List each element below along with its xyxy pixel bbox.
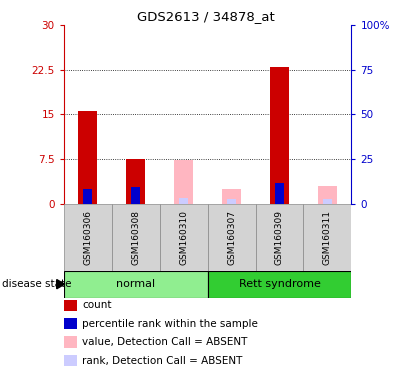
Bar [222, 189, 241, 204]
Bar [323, 199, 332, 204]
Bar [208, 271, 351, 298]
Bar [78, 111, 97, 204]
Bar [318, 186, 337, 204]
Text: rank, Detection Call = ABSENT: rank, Detection Call = ABSENT [82, 356, 242, 366]
Text: GSM160311: GSM160311 [323, 210, 332, 265]
Bar [64, 204, 112, 271]
Text: disease state: disease state [2, 279, 72, 289]
Text: value, Detection Call = ABSENT: value, Detection Call = ABSENT [82, 337, 247, 347]
Bar [159, 204, 208, 271]
Text: GSM160306: GSM160306 [83, 210, 92, 265]
Text: GSM160307: GSM160307 [227, 210, 236, 265]
Text: normal: normal [116, 279, 155, 289]
Bar [208, 204, 256, 271]
Text: percentile rank within the sample: percentile rank within the sample [82, 319, 258, 329]
Text: GSM160308: GSM160308 [131, 210, 140, 265]
Bar [112, 204, 159, 271]
Text: GDS2613 / 34878_at: GDS2613 / 34878_at [136, 10, 275, 23]
Text: GSM160309: GSM160309 [275, 210, 284, 265]
Bar [179, 198, 188, 204]
Text: count: count [82, 300, 112, 310]
Bar [83, 189, 92, 204]
Bar [227, 199, 236, 204]
Bar [303, 204, 351, 271]
Bar [256, 204, 303, 271]
Bar [174, 160, 193, 204]
Bar [64, 271, 208, 298]
Text: Rett syndrome: Rett syndrome [238, 279, 321, 289]
Polygon shape [57, 280, 65, 289]
Bar [126, 159, 145, 204]
Bar [275, 183, 284, 204]
Bar [131, 187, 140, 204]
Bar [270, 67, 289, 204]
Text: GSM160310: GSM160310 [179, 210, 188, 265]
